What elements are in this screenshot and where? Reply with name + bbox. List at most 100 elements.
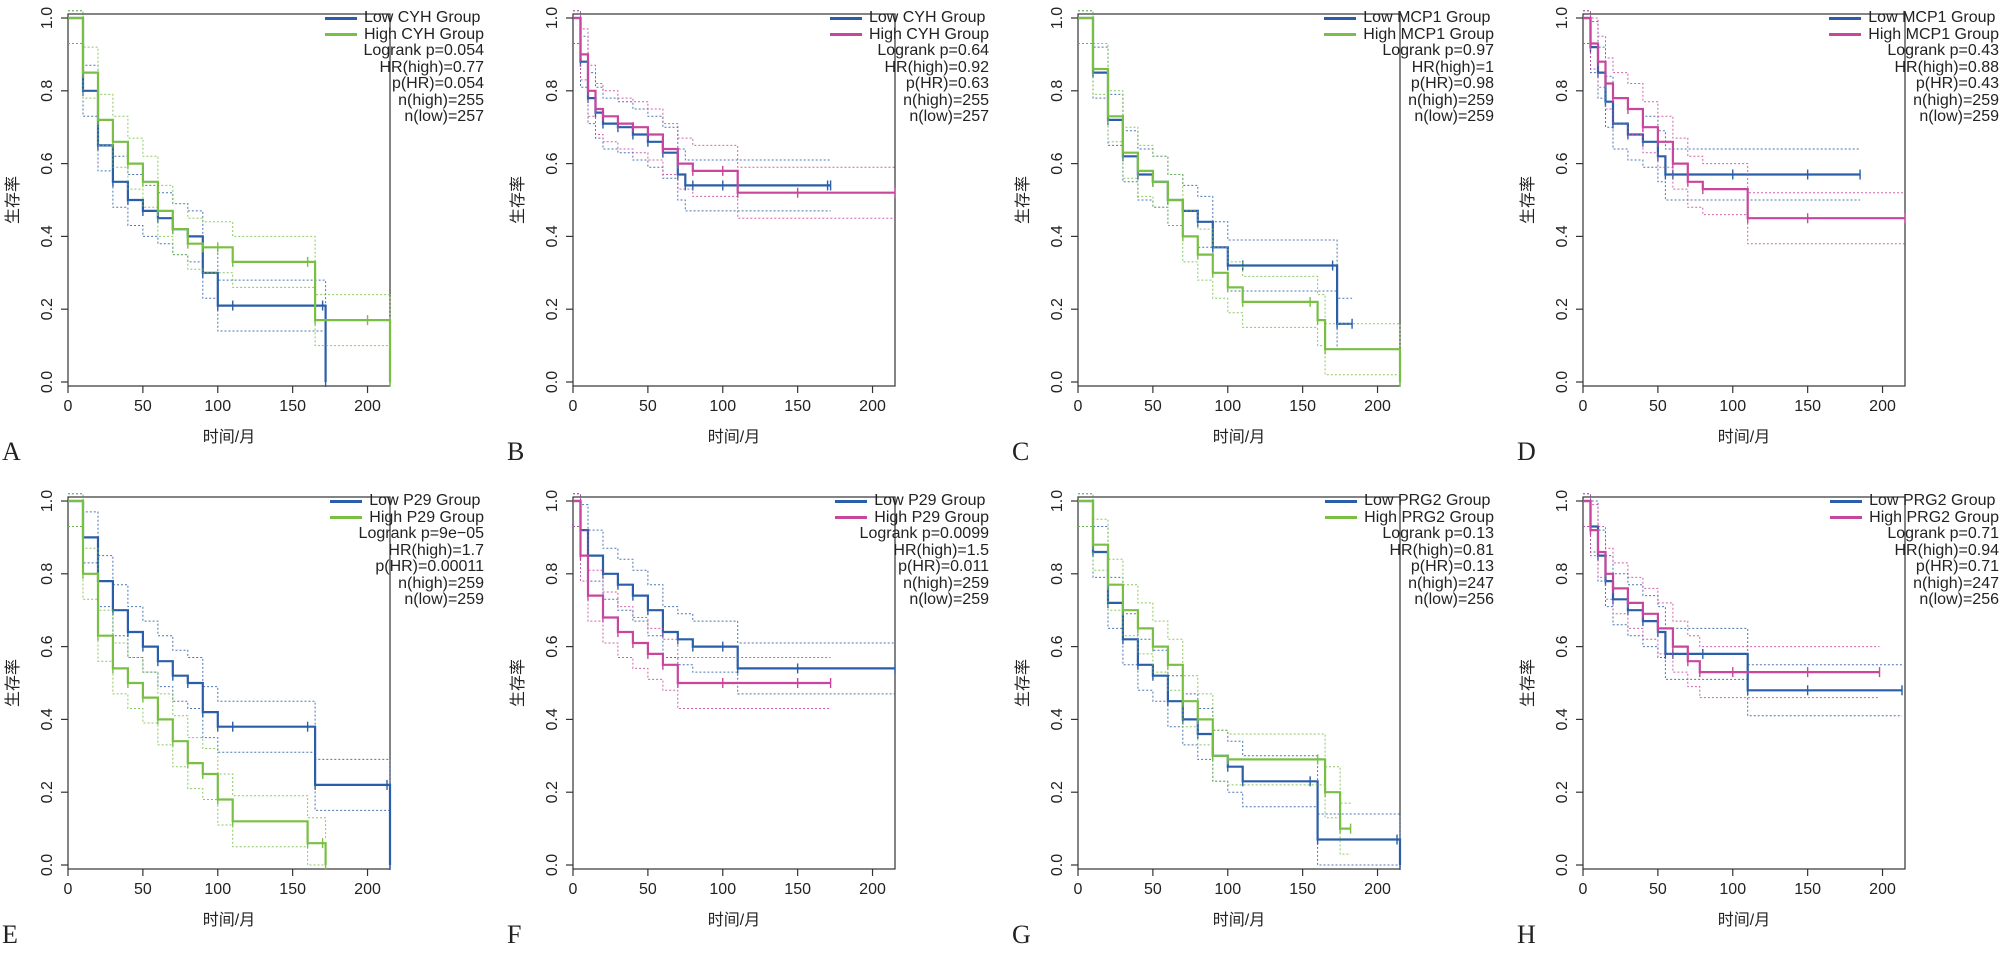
survival-curve [573,16,895,194]
legend-stat: n(low)=259 [1414,108,1494,125]
legend-stat: n(low)=256 [1414,591,1494,608]
y-axis-title: 生存率 [509,659,527,707]
legend-stat: n(low)=259 [404,591,484,608]
legend-stat: n(low)=259 [1919,108,1999,125]
x-tick-label: 0 [569,881,578,898]
y-tick-label: 0.6 [39,635,56,657]
ci-band-line [573,43,895,219]
legend-entry-low: Low PRG2 Group [1830,492,1999,510]
km-panel-b: 0 50 100 150 200 0.0 0.2 0.4 0.6 0.8 1.0 时间/月 生存率 Low… [505,0,1005,483]
legend-stat: p(HR)=0.054 [391,75,484,92]
y-tick-label: 0.8 [1049,563,1066,585]
x-tick-label: 150 [784,881,811,898]
y-tick-label: 0.4 [1049,708,1066,730]
km-plot-svg: 0 50 100 150 200 0.0 0.2 0.4 0.6 0.8 1.0 时间/月 生存率 [1014,7,1402,446]
y-tick-label: 0.2 [544,781,561,803]
km-plot-svg: 0 50 100 150 200 0.0 0.2 0.4 0.6 0.8 1.0 时间/月 生存率 [1519,490,1906,929]
y-tick-label: 0.8 [39,80,56,102]
y-tick-label: 0.2 [39,781,56,803]
y-tick-label: 0.6 [39,152,56,174]
y-tick-label: 1.0 [39,490,56,512]
survival-curve [1583,16,1861,176]
legend-stat: p(HR)=0.71 [1915,558,1999,575]
legend-stat: HR(high)=0.88 [1894,58,2000,76]
legend: Low P29 Group High P29 Group Logrank p=9e−… [330,492,484,609]
ci-band-line [1078,526,1351,855]
y-tick-label: 0.6 [544,635,561,657]
y-tick-label: 1.0 [544,7,561,29]
km-panel-g: 0 50 100 150 200 0.0 0.2 0.4 0.6 0.8 1.0 时间/月 生存率 Low… [1010,483,1510,966]
legend-entry-low: Low CYH Group [324,9,484,27]
y-tick-label: 0.0 [1554,371,1571,393]
x-tick-label: 150 [784,398,811,415]
legend-entry-high: High MCP1 Group [1324,26,1494,44]
legend-swatch [1325,499,1358,503]
km-plot-svg: 0 50 100 150 200 0.0 0.2 0.4 0.6 0.8 1.0 时间/月 生存率 [1519,7,1906,446]
legend-entry-low: Low MCP1 Group [1324,9,1494,27]
x-tick-label: 100 [204,398,231,415]
x-tick-label: 0 [1579,398,1588,415]
km-plot-svg: 0 50 100 150 200 0.0 0.2 0.4 0.6 0.8 1.0 时间/月 生存率 [4,7,392,446]
x-tick-label: 50 [134,881,152,898]
y-axis-title: 生存率 [4,659,22,707]
x-tick-label: 150 [1794,881,1821,898]
legend-stat: Logrank p=0.97 [1382,42,1494,59]
survival-curve [68,499,327,865]
legend-stat: p(HR)=0.63 [905,75,989,92]
series-high [68,10,392,387]
legend-stat: HR(high)=1 [1411,58,1494,76]
legend-stat: n(high)=259 [1408,91,1494,109]
x-axis-title: 时间/月 [1718,911,1770,929]
legend-label: High PRG2 Group [1364,508,1494,526]
x-tick-label: 200 [1869,881,1896,898]
legend: Low CYH Group High CYH Group Logrank p=0.6… [829,9,989,126]
x-tick-label: 50 [639,881,657,898]
legend-stat: p(HR)=0.011 [898,558,989,575]
x-tick-label: 200 [859,398,886,415]
x-axis-title: 时间/月 [1213,911,1265,929]
y-tick-label: 0.2 [1049,298,1066,320]
legend-stat: n(low)=259 [909,591,989,608]
y-tick-label: 0.2 [544,298,561,320]
x-tick-label: 200 [354,398,381,415]
legend-label: High P29 Group [369,508,484,526]
y-tick-label: 0.0 [544,854,561,876]
legend-stat: n(low)=257 [909,108,989,125]
legend-entry-high: High PRG2 Group [1325,508,1494,527]
legend-swatch [330,516,363,520]
legend-stat: n(high)=259 [903,574,989,592]
panel-letter: C [1012,437,1030,466]
legend-swatch [1830,516,1863,520]
panel-letter: F [507,920,522,949]
series-high [1583,493,1881,699]
y-tick-label: 1.0 [1554,7,1571,29]
legend-label: High CYH Group [868,25,989,43]
y-tick-label: 0.0 [39,854,56,876]
legend-label: High P29 Group [874,508,989,526]
plot-frame [1582,13,1906,387]
ci-band-line [68,43,327,382]
km-panel-a: 0 50 100 150 200 0.0 0.2 0.4 0.6 0.8 1.0 时间/月 生存率 Low… [0,0,500,483]
y-tick-label: 0.4 [1049,225,1066,247]
legend-label: Low CYH Group [363,9,481,26]
legend-label: Low MCP1 Group [1868,9,1996,26]
legend-label: High PRG2 Group [1869,508,1999,526]
legend-stat: Logrank p=9e−05 [358,525,484,542]
plot-frame [1077,13,1401,387]
y-tick-label: 0.8 [39,563,56,585]
x-axis-title: 时间/月 [708,911,760,929]
y-axis-title: 生存率 [1014,176,1032,224]
x-tick-label: 0 [1074,398,1083,415]
x-tick-label: 150 [1794,398,1821,415]
legend-stat: p(HR)=0.98 [1410,75,1494,92]
ci-band-line [573,493,831,658]
y-tick-label: 0.6 [1049,635,1066,657]
y-tick-label: 0.4 [39,708,56,730]
y-tick-label: 0.0 [544,371,561,393]
series-high [573,10,896,219]
legend-label: Low P29 Group [369,492,481,509]
ci-band-line [68,493,327,840]
y-tick-label: 0.6 [1554,152,1571,174]
x-tick-label: 200 [859,881,886,898]
y-tick-label: 0.4 [544,225,561,247]
